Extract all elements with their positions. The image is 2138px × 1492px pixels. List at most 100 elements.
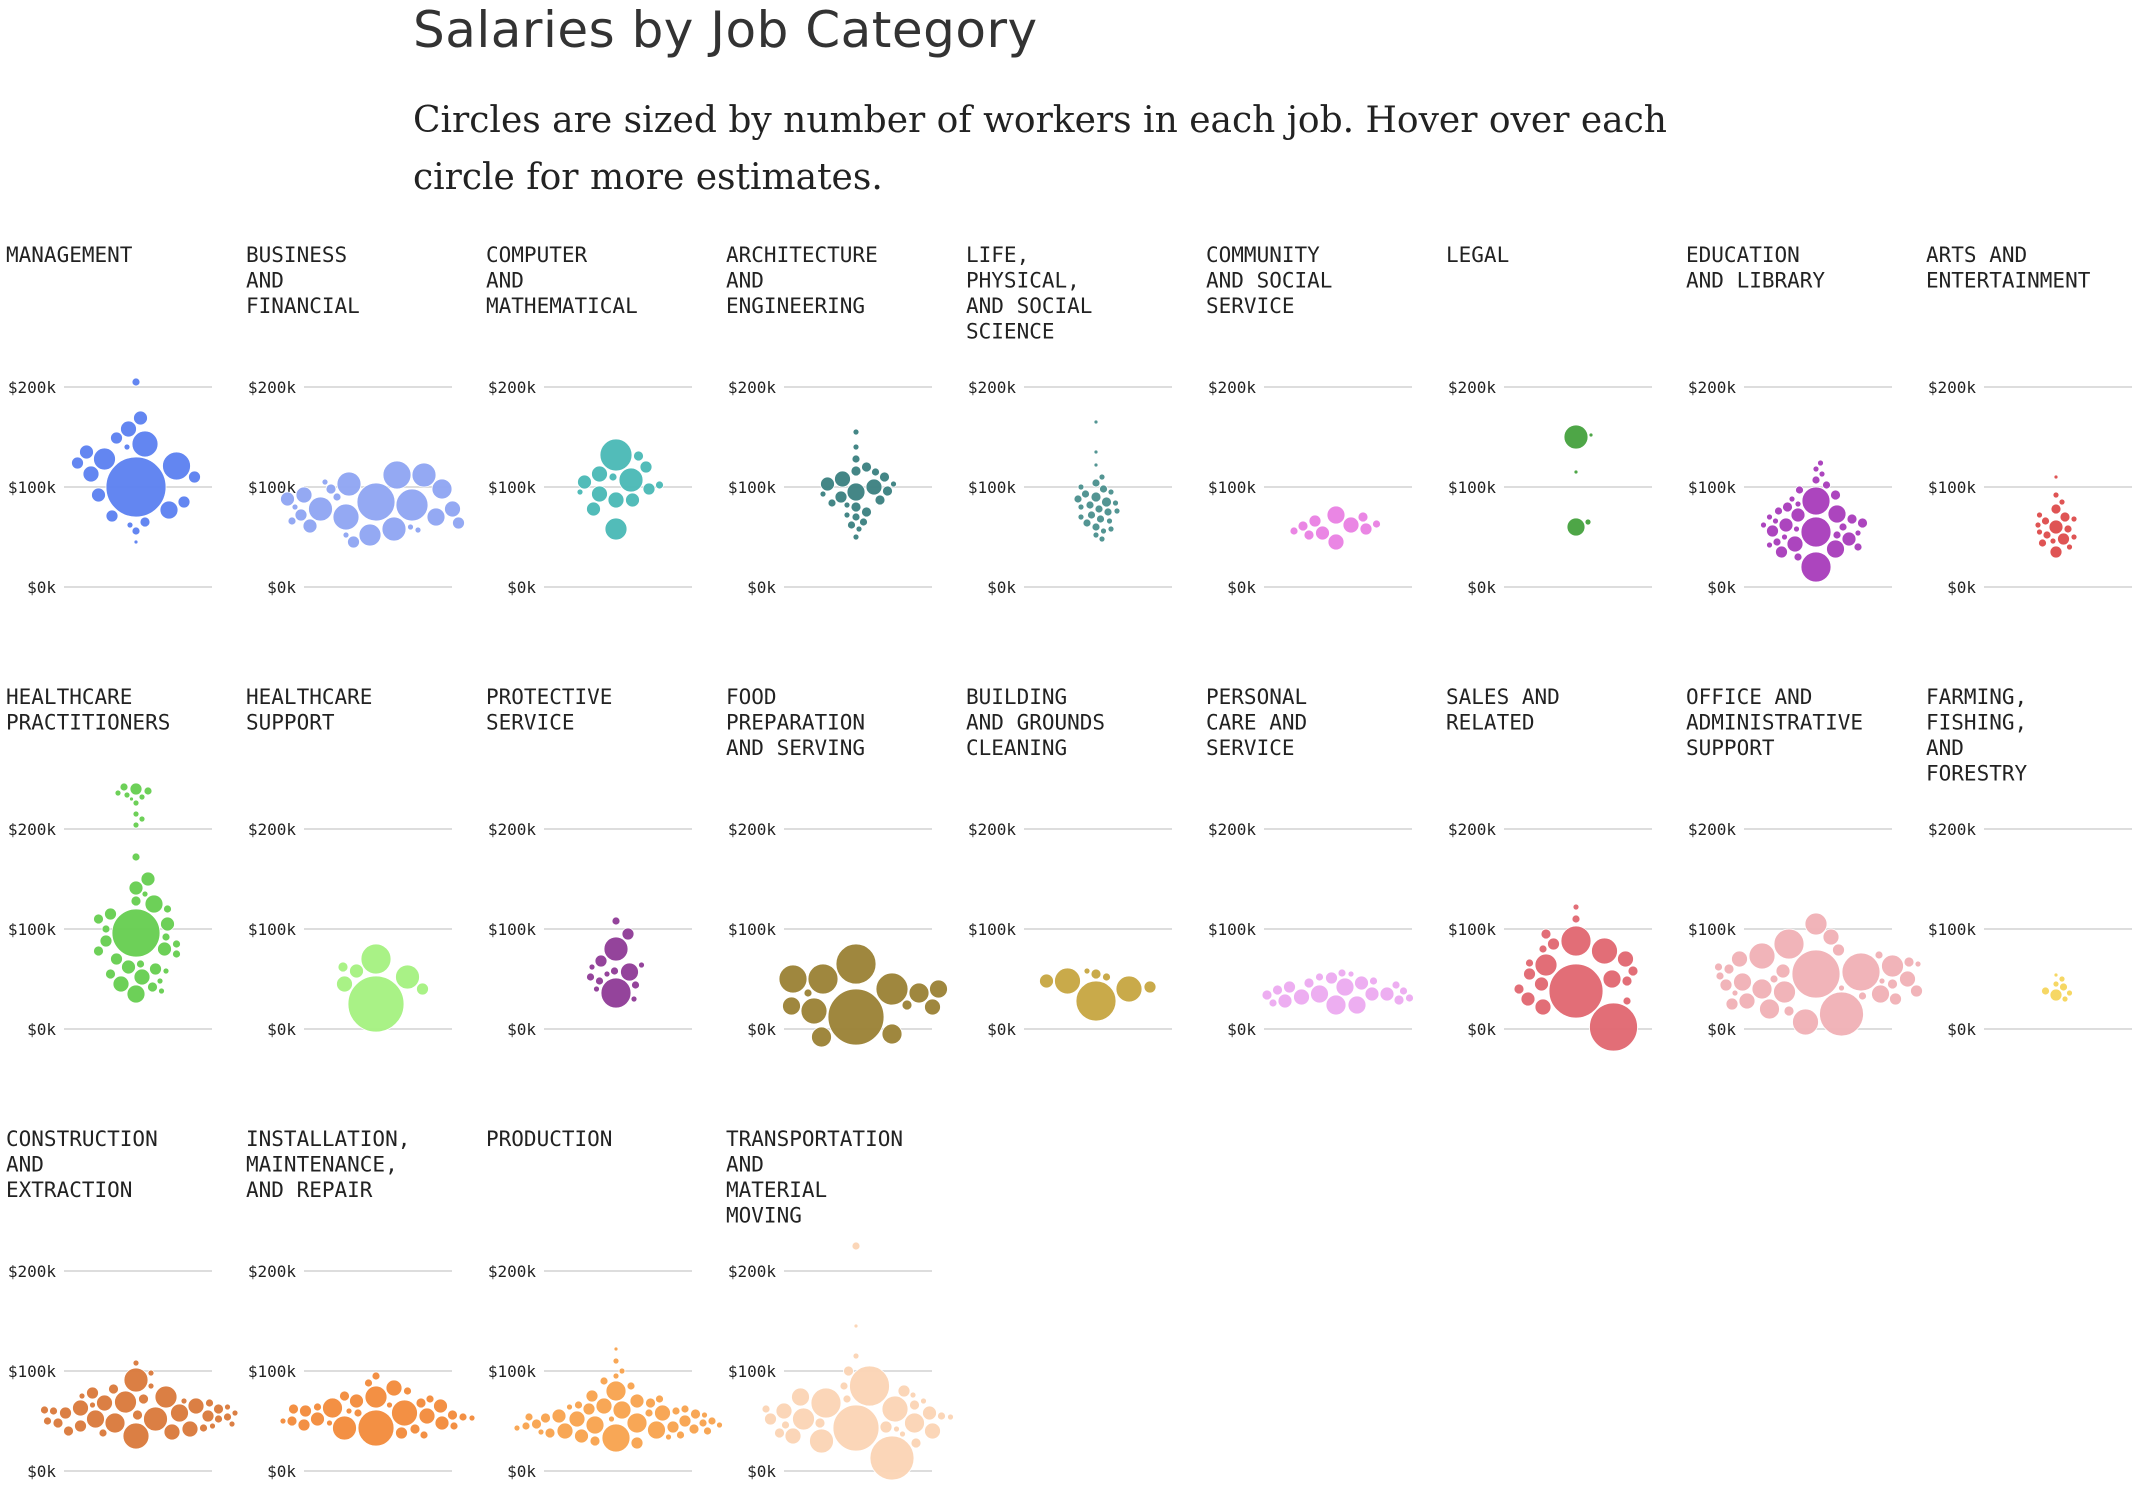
job-circle[interactable]: [1303, 529, 1315, 541]
job-circle[interactable]: [1077, 483, 1085, 491]
job-circle[interactable]: [611, 916, 621, 926]
job-circle[interactable]: [349, 1393, 364, 1409]
job-circle[interactable]: [1858, 991, 1867, 1001]
job-circle[interactable]: [784, 1427, 802, 1445]
job-circle[interactable]: [642, 482, 656, 496]
job-circle[interactable]: [893, 1425, 900, 1433]
job-circle[interactable]: [356, 482, 396, 522]
job-circle[interactable]: [612, 1372, 620, 1380]
job-circle[interactable]: [105, 968, 116, 980]
job-circle[interactable]: [1571, 914, 1581, 924]
job-circle[interactable]: [861, 461, 872, 473]
job-circle[interactable]: [1772, 517, 1779, 525]
job-circle[interactable]: [1817, 459, 1824, 467]
job-circle[interactable]: [1099, 484, 1108, 494]
job-circle[interactable]: [180, 1397, 188, 1405]
job-circle[interactable]: [1347, 970, 1355, 978]
job-circle[interactable]: [2052, 980, 2060, 988]
job-circle[interactable]: [1534, 953, 1558, 977]
job-circle[interactable]: [114, 1390, 137, 1414]
job-circle[interactable]: [214, 1414, 223, 1424]
job-circle[interactable]: [792, 1407, 815, 1431]
job-circle[interactable]: [213, 1403, 224, 1415]
job-circle[interactable]: [1347, 995, 1367, 1015]
job-circle[interactable]: [1914, 960, 1922, 968]
job-circle[interactable]: [364, 1378, 373, 1388]
job-circle[interactable]: [1085, 500, 1095, 510]
job-circle[interactable]: [909, 1399, 920, 1411]
job-circle[interactable]: [126, 984, 146, 1004]
job-circle[interactable]: [1096, 514, 1105, 524]
job-circle[interactable]: [644, 1408, 654, 1418]
job-circle[interactable]: [82, 465, 100, 483]
job-circle[interactable]: [288, 1403, 299, 1415]
job-circle[interactable]: [1841, 952, 1881, 992]
job-circle[interactable]: [1854, 529, 1862, 537]
job-circle[interactable]: [105, 509, 119, 523]
job-circle[interactable]: [280, 491, 295, 507]
job-circle[interactable]: [382, 460, 412, 490]
job-circle[interactable]: [1289, 526, 1299, 536]
job-circle[interactable]: [1812, 465, 1820, 473]
job-circle[interactable]: [909, 1391, 917, 1399]
job-circle[interactable]: [1715, 971, 1725, 981]
job-circle[interactable]: [1899, 970, 1916, 988]
job-circle[interactable]: [313, 1402, 322, 1412]
job-circle[interactable]: [1090, 491, 1102, 503]
job-circle[interactable]: [585, 1389, 599, 1403]
job-circle[interactable]: [199, 1423, 208, 1433]
job-circle[interactable]: [1094, 504, 1104, 514]
job-circle[interactable]: [1261, 989, 1273, 1001]
job-circle[interactable]: [1772, 537, 1782, 547]
job-circle[interactable]: [1827, 504, 1847, 524]
job-circle[interactable]: [1513, 983, 1525, 995]
job-circle[interactable]: [133, 968, 151, 986]
job-circle[interactable]: [105, 456, 167, 518]
job-circle[interactable]: [1826, 539, 1845, 559]
job-circle[interactable]: [846, 482, 866, 502]
job-circle[interactable]: [1621, 975, 1633, 987]
job-circle[interactable]: [2041, 986, 2050, 996]
job-circle[interactable]: [810, 1387, 842, 1419]
job-circle[interactable]: [910, 1437, 922, 1449]
job-circle[interactable]: [1354, 975, 1369, 991]
job-circle[interactable]: [1335, 977, 1355, 997]
job-circle[interactable]: [654, 1404, 671, 1422]
job-circle[interactable]: [832, 1404, 880, 1452]
job-circle[interactable]: [861, 506, 872, 518]
job-circle[interactable]: [1832, 530, 1842, 540]
job-circle[interactable]: [655, 1394, 664, 1404]
job-circle[interactable]: [1548, 963, 1604, 1019]
job-circle[interactable]: [600, 977, 632, 1009]
job-circle[interactable]: [871, 467, 880, 477]
job-circle[interactable]: [897, 1384, 911, 1398]
job-circle[interactable]: [163, 1423, 181, 1441]
job-circle[interactable]: [852, 533, 860, 541]
job-circle[interactable]: [574, 1428, 589, 1444]
job-circle[interactable]: [551, 1408, 567, 1424]
job-circle[interactable]: [104, 1412, 126, 1434]
job-circle[interactable]: [310, 1411, 325, 1427]
job-circle[interactable]: [1793, 552, 1803, 562]
job-circle[interactable]: [1766, 524, 1779, 538]
job-circle[interactable]: [1093, 449, 1099, 455]
job-circle[interactable]: [850, 465, 862, 477]
job-circle[interactable]: [665, 1433, 672, 1441]
job-circle[interactable]: [855, 525, 863, 533]
job-circle[interactable]: [91, 487, 106, 503]
job-circle[interactable]: [807, 963, 839, 995]
job-circle[interactable]: [156, 977, 164, 985]
job-circle[interactable]: [1547, 937, 1560, 951]
job-circle[interactable]: [879, 471, 890, 483]
job-circle[interactable]: [1272, 984, 1283, 996]
job-circle[interactable]: [302, 518, 318, 534]
job-circle[interactable]: [2052, 491, 2060, 499]
job-circle[interactable]: [449, 1421, 459, 1431]
job-circle[interactable]: [172, 939, 181, 949]
job-circle[interactable]: [827, 498, 837, 508]
job-circle[interactable]: [1093, 462, 1099, 468]
job-circle[interactable]: [612, 1357, 620, 1365]
job-circle[interactable]: [332, 1415, 357, 1441]
job-circle[interactable]: [574, 1400, 583, 1410]
job-circle[interactable]: [177, 495, 191, 509]
